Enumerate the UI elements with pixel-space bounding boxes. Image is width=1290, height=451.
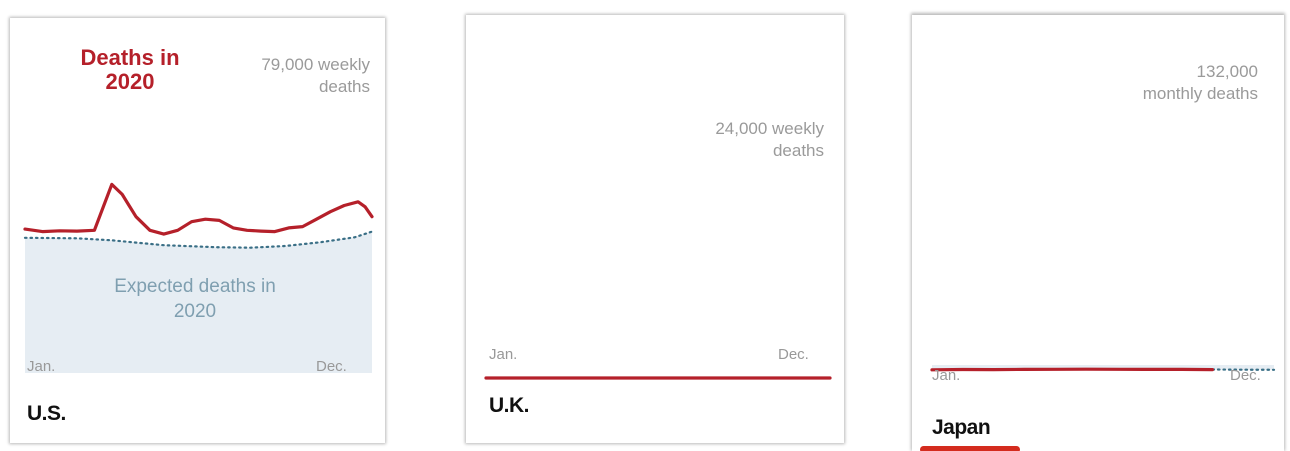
japan-deaths-2020-line: [930, 367, 1214, 372]
us-country-label: U.S.: [27, 402, 66, 425]
japan-peak-label: 132,000 monthly deaths: [1142, 62, 1258, 103]
uk-x-tick-dec: Dec.: [778, 346, 809, 363]
japan-red-underline: [920, 446, 1020, 451]
uk-x-tick-jan: Jan.: [489, 346, 518, 363]
us-x-tick-dec: Dec.: [316, 358, 347, 375]
japan-chart-svg: [930, 365, 1276, 372]
us-deaths-2020-line: [23, 182, 374, 236]
japan-x-tick-dec: Dec.: [1230, 367, 1261, 384]
uk-chart-card: 24,000 weekly deaths Jan. Dec. U.K.: [466, 15, 844, 443]
us-expected-deaths-line: [23, 230, 374, 249]
us-chart-card: Deaths in 2020 79,000 weekly deaths Expe…: [10, 18, 385, 443]
japan-chart-card: 132,000 monthly deaths Jan. Dec. Japan: [912, 15, 1284, 451]
us-chart-svg: [23, 182, 374, 373]
us-x-tick-jan: Jan.: [27, 358, 56, 375]
uk-peak-label: 24,000 weekly deaths: [715, 119, 824, 160]
japan-x-tick-jan: Jan.: [932, 367, 961, 384]
japan-country-label: Japan: [932, 416, 991, 439]
us-expected-area: [25, 231, 372, 373]
expected-deaths-label: Expected deaths in 2020: [114, 276, 276, 322]
deaths-in-2020-label: Deaths in 2020: [80, 45, 180, 94]
us-peak-label: 79,000 weekly deaths: [261, 55, 370, 96]
uk-chart-svg: [484, 376, 832, 380]
uk-country-label: U.K.: [489, 394, 530, 417]
